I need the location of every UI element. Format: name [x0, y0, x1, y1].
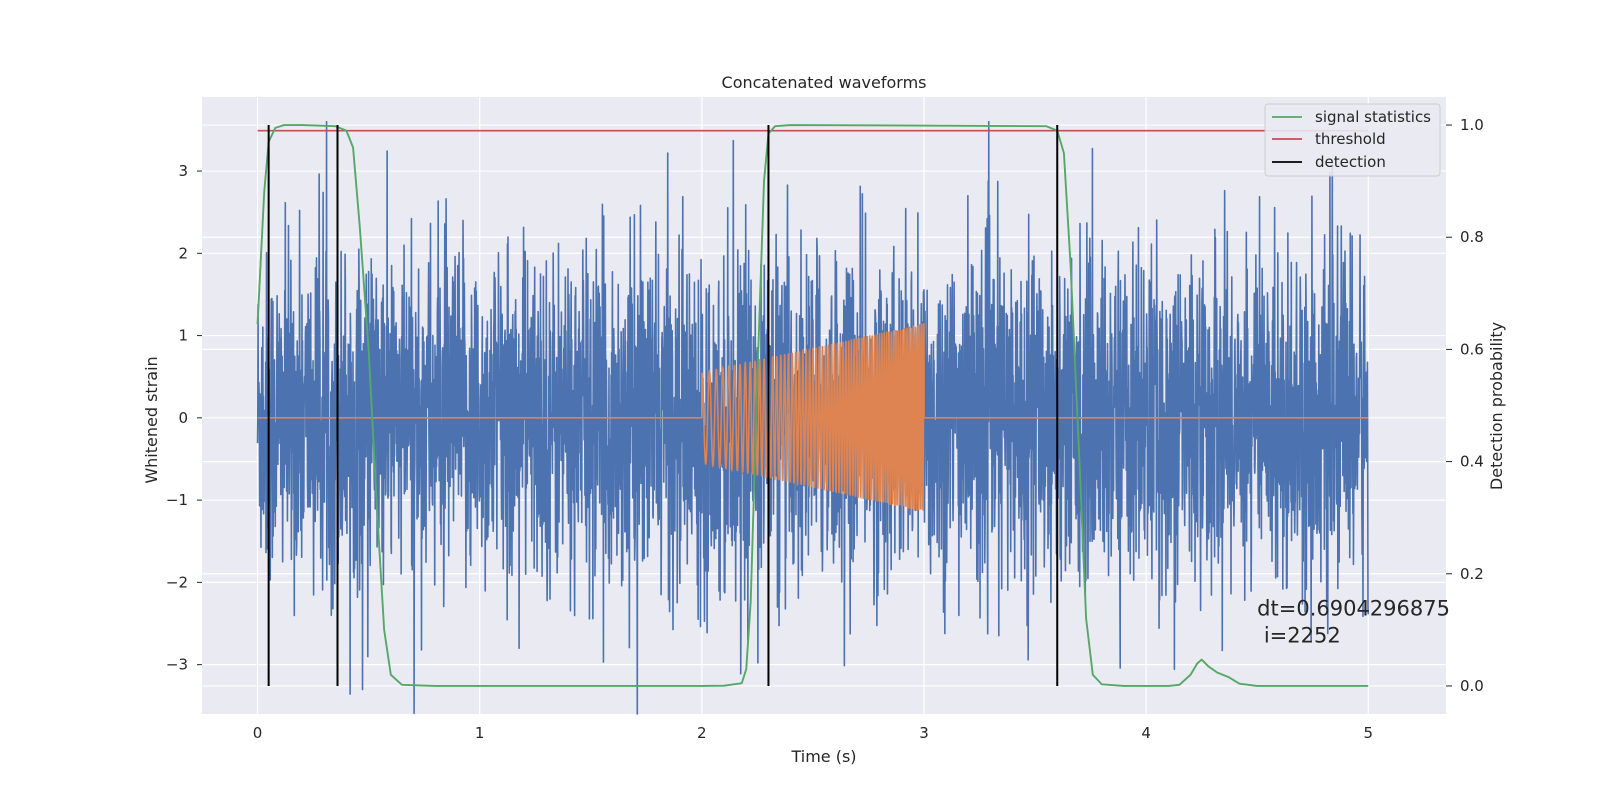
y-right-tick-label: 0.2 [1460, 565, 1484, 583]
axes-layer: 0 1 2 3 4 5 −3 −2 −1 0 1 2 3 0.0 0.2 0.4 0.6 0.8 1.0 [166, 116, 1484, 742]
x-axis-label: Time (s) [790, 747, 856, 766]
y-tick-label: 1 [178, 327, 188, 345]
y-tick-label: 0 [178, 409, 188, 427]
y-tick-label: 3 [178, 162, 188, 180]
y-tick-label: −1 [166, 491, 188, 509]
y-right-tick-label: 0.6 [1460, 340, 1484, 358]
y-axis-label: Whitened strain [142, 356, 161, 483]
annotation-dt: dt=0.6904296875 [1257, 596, 1450, 620]
chart-title: Concatenated waveforms [722, 73, 927, 92]
x-tick-label: 1 [475, 724, 485, 742]
series-strain-noise [256, 120, 1370, 715]
y-axis-right-label: Detection probability [1487, 322, 1506, 490]
annotation-index: i=2252 [1257, 623, 1341, 647]
series-injected-chirp [257, 323, 1369, 512]
y-right-tick-label: 0.0 [1460, 677, 1484, 695]
y-tick-label: −3 [166, 656, 188, 674]
x-tick-label: 4 [1141, 724, 1151, 742]
x-tick-label: 0 [253, 724, 263, 742]
annotation: dt=0.6904296875 i=2252 [1257, 596, 1450, 647]
y-right-tick-label: 0.4 [1460, 453, 1484, 471]
y-right-tick-label: 1.0 [1460, 116, 1484, 134]
legend: signal statistics threshold detection [1264, 103, 1441, 177]
y-tick-label: −2 [166, 573, 188, 591]
series-signal-statistics [256, 124, 1369, 687]
x-tick-label: 3 [919, 724, 929, 742]
x-tick-label: 2 [697, 724, 707, 742]
legend-frame [1264, 103, 1441, 177]
y-right-tick-label: 0.8 [1460, 228, 1484, 246]
data-layer [256, 120, 1370, 715]
legend-label-threshold: threshold [1315, 130, 1386, 148]
legend-label-detection: detection [1315, 153, 1386, 171]
y-tick-label: 2 [178, 244, 188, 262]
legend-label-signal-statistics: signal statistics [1315, 108, 1431, 126]
x-tick-label: 5 [1363, 724, 1373, 742]
